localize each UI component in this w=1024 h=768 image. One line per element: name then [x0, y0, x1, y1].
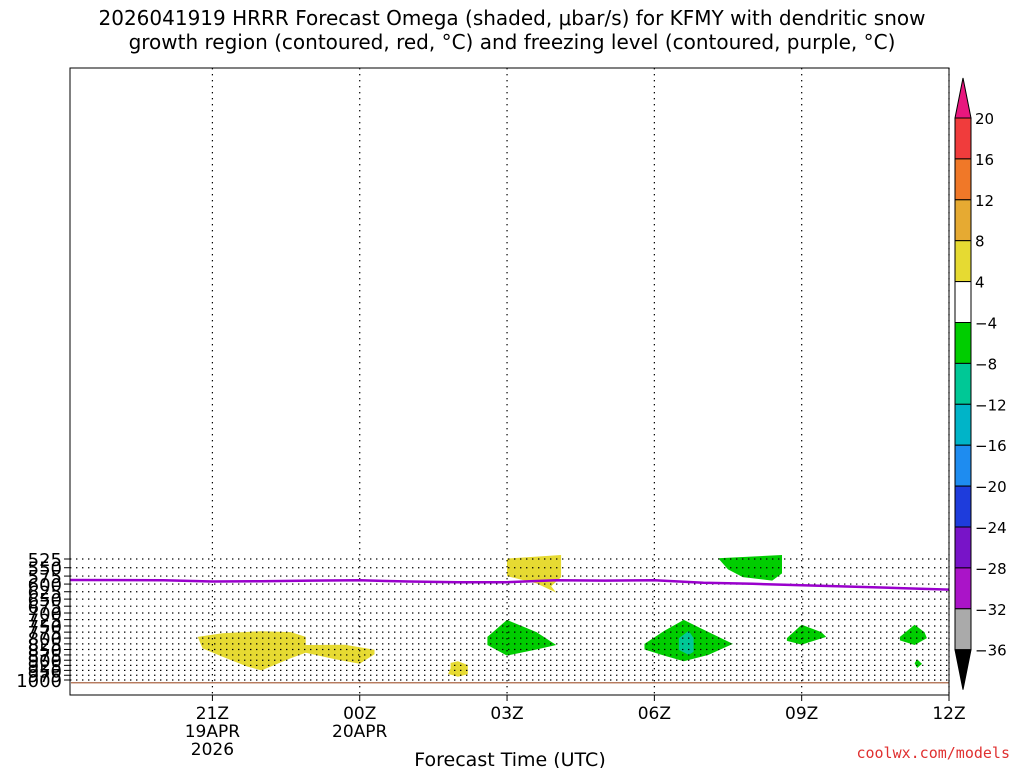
- colorbar-swatch-11: [954, 526, 972, 569]
- y-tick-label-525: 525: [28, 550, 62, 571]
- x-tick-label-21Z: 21Z: [196, 704, 229, 724]
- plot-frame: [69, 67, 950, 696]
- y-tick-label-975: 975: [28, 666, 62, 687]
- colorbar-label-11: −28: [975, 560, 1007, 578]
- x-tick-label-09Z: 09Z: [785, 704, 818, 724]
- omega-region-yellow-upper: [507, 555, 562, 593]
- colorbar-swatch-6: [954, 322, 972, 364]
- y-tick-label-875: 875: [28, 646, 62, 667]
- y-tick-label-575: 575: [28, 567, 62, 588]
- x-tick-label-12Z: 12Z: [932, 704, 965, 724]
- colorbar-swatch-4: [954, 240, 972, 283]
- grid-lines: [70, 68, 950, 695]
- colorbar-label-8: −16: [975, 437, 1007, 455]
- colorbar-label-12: −32: [975, 601, 1007, 619]
- y-tick-label-550: 550: [28, 559, 62, 580]
- y-axis: 5255505756006256506757007257507758008258…: [16, 550, 70, 692]
- omega-region-yellow-lower-left: [197, 631, 375, 671]
- colorbar-swatch-5: [954, 281, 972, 324]
- x-tick-date-00Z: 20APR: [332, 722, 388, 742]
- colorbar-label-2: 12: [975, 192, 994, 210]
- y-tick-label-850: 850: [28, 640, 62, 661]
- colorbar-swatch-3: [954, 199, 972, 242]
- y-tick-label-725: 725: [28, 611, 62, 632]
- omega-region-green-small: [914, 659, 922, 668]
- chart-title: 2026041919 HRRR Forecast Omega (shaded, …: [0, 6, 1024, 54]
- colorbar-label-6: −8: [975, 355, 997, 373]
- colorbar-label-0: 20: [975, 110, 994, 128]
- x-tick-label-00Z: 00Z: [343, 704, 376, 724]
- watermark: coolwx.com/models: [856, 744, 1010, 762]
- omega-region-green-mid-3: [786, 624, 827, 645]
- ground-layer: [71, 682, 949, 684]
- title-line-2: growth region (contoured, red, °C) and f…: [128, 30, 896, 54]
- colorbar-swatch-8: [954, 403, 972, 446]
- colorbar-swatch-7: [954, 362, 972, 405]
- y-tick-label-825: 825: [28, 635, 62, 656]
- colorbar-swatch-2: [954, 158, 972, 201]
- y-tick-label-600: 600: [28, 575, 62, 596]
- colorbar-swatch-1: [954, 117, 972, 160]
- colorbar-swatch-9: [954, 444, 972, 487]
- colorbar-label-10: −24: [975, 519, 1007, 537]
- y-tick-label-800: 800: [28, 629, 62, 650]
- y-tick-label-925: 925: [28, 656, 62, 677]
- colorbar-label-9: −20: [975, 478, 1007, 496]
- y-tick-label-775: 775: [28, 623, 62, 644]
- x-tick-year-21Z: 2026: [191, 740, 234, 760]
- colorbar-label-4: 4: [975, 274, 985, 292]
- y-tick-label-650: 650: [28, 590, 62, 611]
- colorbar-label-5: −4: [975, 315, 997, 333]
- y-tick-label-675: 675: [28, 597, 62, 618]
- colorbar: 20 16 12 8 4 −4 −8 −12 −16 −20 −24 −28 −32 −36: [954, 77, 1007, 690]
- y-tick-label-750: 750: [28, 617, 62, 638]
- colorbar-label-1: 16: [975, 151, 994, 169]
- omega-region-green-mid-1: [487, 619, 557, 656]
- title-line-1: 2026041919 HRRR Forecast Omega (shaded, …: [98, 6, 926, 30]
- x-tick-label-06Z: 06Z: [638, 704, 671, 724]
- y-tick-label-700: 700: [28, 604, 62, 625]
- colorbar-top-arrow: [954, 77, 972, 119]
- y-tick-label-900: 900: [28, 651, 62, 672]
- colorbar-bottom-arrow: [954, 649, 972, 690]
- colorbar-swatch-10: [954, 485, 972, 528]
- omega-shading: [197, 555, 927, 677]
- y-tick-label-625: 625: [28, 583, 62, 604]
- colorbar-swatch-13: [954, 608, 972, 651]
- ground-strip: [71, 682, 949, 684]
- freezing-level-layer: [70, 578, 949, 591]
- colorbar-label-3: 8: [975, 233, 985, 251]
- x-tick-date-21Z: 19APR: [185, 722, 241, 742]
- colorbar-label-13: −36: [975, 642, 1007, 660]
- freezing-level-line: [70, 578, 949, 591]
- colorbar-label-7: −12: [975, 396, 1007, 414]
- x-axis-label: Forecast Time (UTC): [414, 749, 605, 768]
- omega-region-green-upper: [718, 555, 782, 581]
- omega-region-yellow-small: [448, 661, 468, 677]
- y-tick-label-950: 950: [28, 661, 62, 682]
- omega-region-green-mid-4: [899, 624, 927, 645]
- x-tick-label-03Z: 03Z: [490, 704, 523, 724]
- colorbar-swatch-12: [954, 567, 972, 610]
- y-tick-label-1000: 1000: [16, 671, 62, 692]
